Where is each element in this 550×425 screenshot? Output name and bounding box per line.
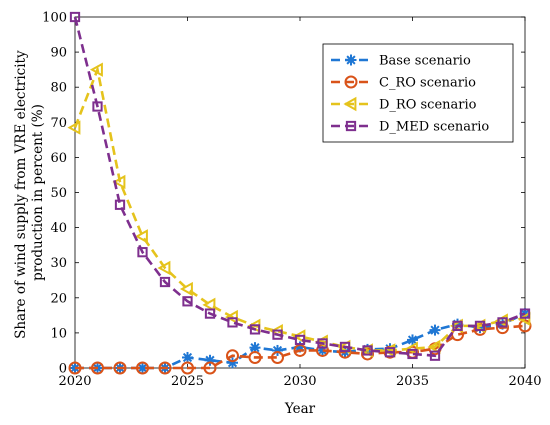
y-tick-label: 0: [59, 362, 67, 377]
series-c-ro-scenario: [68, 319, 532, 375]
data-point: [181, 361, 194, 375]
data-point: [345, 120, 357, 132]
data-point: [271, 350, 284, 364]
data-point: [429, 324, 441, 336]
legend-item: D_MED scenario: [331, 120, 489, 135]
y-tick-label: 20: [50, 291, 67, 306]
legend-item: Base scenario: [331, 54, 471, 69]
data-point: [407, 334, 418, 346]
y-axis-title-line-1: Share of wind supply from VRE electricit…: [13, 50, 29, 339]
data-point: [404, 341, 418, 356]
data-point: [429, 350, 441, 361]
data-point: [113, 361, 127, 375]
data-point: [226, 349, 239, 363]
data-point: [272, 329, 283, 340]
data-point: [452, 320, 463, 332]
data-point: [249, 324, 261, 335]
data-point: [204, 308, 216, 319]
data-point: [68, 361, 82, 375]
data-point: [427, 339, 441, 355]
x-axis-title: Year: [284, 401, 316, 417]
data-point: [384, 347, 396, 358]
data-point: [203, 361, 217, 375]
data-point: [227, 317, 238, 328]
data-point: [224, 309, 238, 325]
legend-item: C_RO scenario: [331, 75, 476, 91]
y-tick-label: 90: [50, 46, 67, 61]
data-point: [89, 62, 103, 77]
data-point: [91, 361, 104, 375]
y-tick-label: 40: [50, 221, 67, 236]
data-point: [344, 75, 358, 89]
y-tick-label: 10: [50, 326, 67, 341]
data-point: [134, 229, 148, 244]
data-point: [157, 260, 171, 276]
data-point: [345, 54, 357, 66]
data-point: [519, 308, 531, 319]
y-axis-title-line-2: production in percent (%): [30, 104, 46, 281]
y-tick-label: 70: [50, 116, 67, 131]
y-axis-title: Share of wind supply from VRE electricit…: [13, 46, 46, 339]
data-point: [67, 120, 81, 135]
data-point: [114, 199, 126, 210]
data-point: [517, 311, 531, 327]
x-tick-label: 2020: [58, 374, 91, 389]
data-point: [182, 351, 193, 363]
data-point: [136, 361, 149, 375]
axis-ticks: 2020 2025 2030 2035 204001020304050607080901…: [42, 11, 541, 390]
legend-label: Base scenario: [379, 54, 471, 69]
legend-item: D_RO scenario: [331, 96, 477, 113]
data-point: [343, 96, 357, 112]
data-point: [69, 11, 81, 23]
series-line: [75, 324, 526, 370]
data-point: [474, 320, 486, 332]
data-point: [294, 334, 306, 346]
data-point: [159, 276, 171, 288]
data-point: [158, 361, 172, 375]
legend-label: D_RO scenario: [379, 98, 477, 113]
x-tick-label: 2035: [396, 374, 429, 389]
series-layer: [67, 11, 532, 375]
y-tick-label: 50: [50, 186, 67, 201]
series-d-med-scenario: [69, 11, 531, 361]
series-line: [73, 16, 526, 358]
y-tick-label: 30: [50, 256, 67, 271]
x-tick-label: 2040: [508, 374, 541, 389]
data-point: [407, 348, 418, 360]
y-tick-label: 80: [50, 81, 67, 96]
data-point: [112, 174, 126, 190]
x-tick-label: 2030: [283, 374, 316, 389]
legend-label: C_RO scenario: [379, 76, 476, 91]
y-tick-label: 60: [50, 151, 67, 166]
data-point: [518, 319, 532, 333]
data-point: [248, 350, 262, 364]
data-point: [182, 296, 193, 307]
y-tick-label: 100: [42, 11, 67, 26]
data-point: [339, 341, 351, 353]
data-point: [137, 247, 148, 258]
legend: Base scenario C_RO scenario D_RO scenario D…: [322, 43, 514, 143]
x-tick-label: 2025: [171, 374, 204, 389]
data-point: [92, 101, 103, 112]
data-point: [317, 338, 328, 349]
legend-label: D_MED scenario: [379, 120, 489, 135]
data-point: [202, 297, 216, 313]
data-point: [362, 345, 373, 356]
data-point: [179, 281, 193, 297]
data-point: [497, 317, 508, 328]
